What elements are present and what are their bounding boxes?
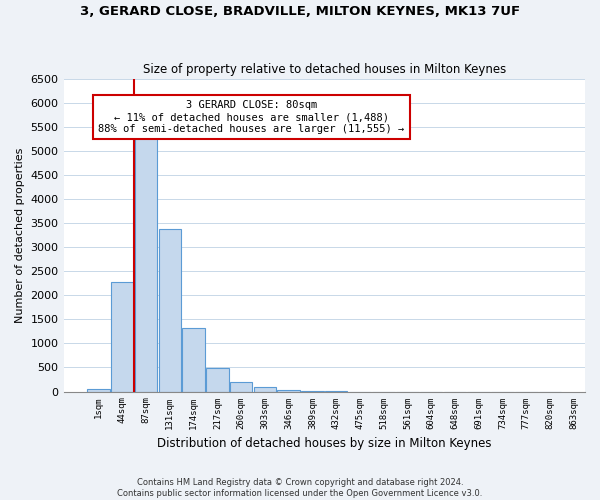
Bar bbox=[206, 368, 229, 392]
Bar bbox=[230, 382, 253, 392]
Bar bbox=[301, 390, 323, 392]
Bar bbox=[182, 328, 205, 392]
Text: Contains HM Land Registry data © Crown copyright and database right 2024.
Contai: Contains HM Land Registry data © Crown c… bbox=[118, 478, 482, 498]
Text: 3, GERARD CLOSE, BRADVILLE, MILTON KEYNES, MK13 7UF: 3, GERARD CLOSE, BRADVILLE, MILTON KEYNE… bbox=[80, 5, 520, 18]
Bar bbox=[254, 386, 276, 392]
Text: 3 GERARD CLOSE: 80sqm
← 11% of detached houses are smaller (1,488)
88% of semi-d: 3 GERARD CLOSE: 80sqm ← 11% of detached … bbox=[98, 100, 404, 134]
Y-axis label: Number of detached properties: Number of detached properties bbox=[15, 148, 25, 322]
Bar bbox=[277, 390, 300, 392]
Bar bbox=[135, 129, 157, 392]
Bar bbox=[111, 282, 134, 392]
Title: Size of property relative to detached houses in Milton Keynes: Size of property relative to detached ho… bbox=[143, 63, 506, 76]
X-axis label: Distribution of detached houses by size in Milton Keynes: Distribution of detached houses by size … bbox=[157, 437, 491, 450]
Bar bbox=[87, 388, 110, 392]
Bar bbox=[158, 229, 181, 392]
